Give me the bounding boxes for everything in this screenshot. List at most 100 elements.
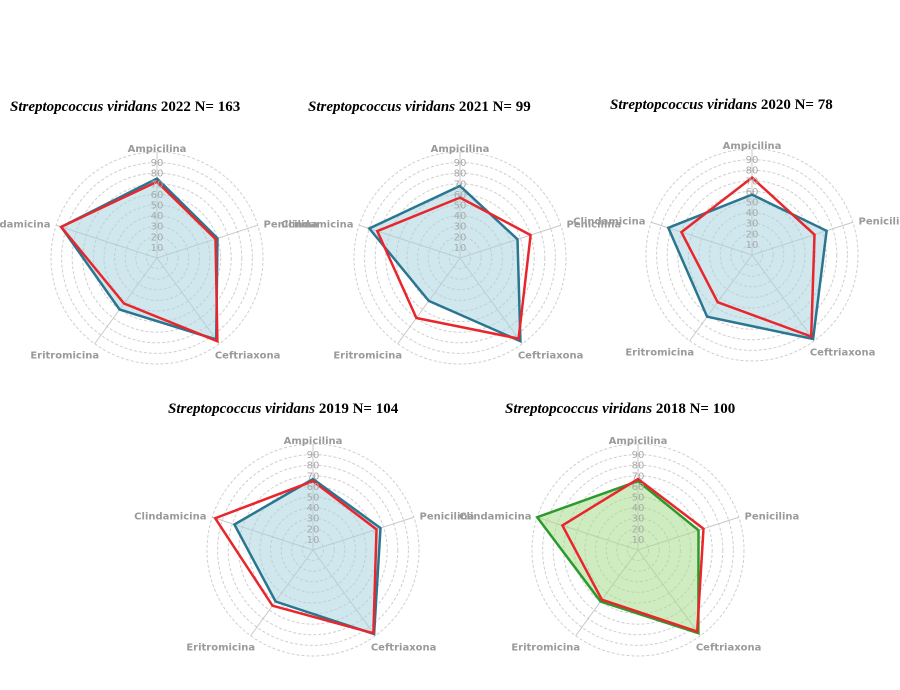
axis-label-ampicilina: Ampicilina bbox=[723, 141, 782, 152]
tick-label-80: 80 bbox=[454, 169, 467, 180]
axis-label-eritromicina: Eritromicina bbox=[511, 643, 580, 654]
axis-label-clindamicina: Clindamicina bbox=[0, 219, 50, 230]
axis-label-ampicilina: Ampicilina bbox=[431, 144, 490, 155]
axis-label-penicilina: Penicilina bbox=[567, 219, 622, 230]
tick-label-90: 90 bbox=[746, 155, 759, 166]
chart-title-year-n: 2020 N= 78 bbox=[757, 97, 833, 113]
axis-label-eritromicina: Eritromicina bbox=[333, 351, 402, 362]
grid-ring-70 bbox=[677, 180, 827, 330]
series-polygon-red bbox=[213, 479, 378, 635]
chart-title-species: Streptopcoccus viridans bbox=[610, 97, 757, 113]
tick-label-60: 60 bbox=[307, 482, 320, 493]
grid-ring-100 bbox=[206, 443, 420, 657]
tick-label-30: 30 bbox=[307, 514, 320, 525]
axis-label-ceftriaxona: Ceftriaxona bbox=[215, 351, 281, 362]
tick-label-40: 40 bbox=[151, 211, 164, 222]
chart-title: Streptopcoccus viridans 2019 N= 104 bbox=[168, 401, 399, 417]
tick-label-40: 40 bbox=[632, 503, 645, 514]
tick-label-20: 20 bbox=[632, 524, 645, 535]
grid-ring-90 bbox=[542, 454, 734, 646]
tick-label-60: 60 bbox=[632, 482, 645, 493]
tick-label-90: 90 bbox=[307, 450, 320, 461]
radar-chart-2: Streptopcoccus viridans 2021 N= 99 102030… bbox=[281, 99, 622, 365]
axis-label-penicilina: Penicilina bbox=[420, 511, 475, 522]
grid-ring-100 bbox=[531, 443, 745, 657]
chart-title: Streptopcoccus viridans 2020 N= 78 bbox=[610, 97, 833, 113]
tick-label-30: 30 bbox=[454, 222, 467, 233]
grid-ring-70 bbox=[385, 183, 535, 333]
radar-chart-3: Streptopcoccus viridans 2020 N= 78 102030… bbox=[573, 97, 900, 362]
axis-label-eritromicina: Eritromicina bbox=[625, 348, 694, 359]
tick-label-80: 80 bbox=[151, 169, 164, 180]
series-polygon-red bbox=[679, 175, 816, 339]
chart-title-year-n: 2018 N= 100 bbox=[652, 401, 735, 417]
chart-title-year-n: 2019 N= 104 bbox=[315, 401, 399, 417]
grid-ring-90 bbox=[61, 162, 253, 354]
tick-label-50: 50 bbox=[454, 201, 467, 212]
tick-label-10: 10 bbox=[307, 535, 320, 546]
chart-title: Streptopcoccus viridans 2021 N= 99 bbox=[308, 99, 531, 115]
tick-label-50: 50 bbox=[746, 198, 759, 209]
axis-label-penicilina: Penicilina bbox=[745, 511, 800, 522]
tick-label-10: 10 bbox=[632, 535, 645, 546]
series-polygon-teal bbox=[367, 184, 522, 344]
axis-label-penicilina: Penicilina bbox=[859, 216, 900, 227]
axis-label-ampicilina: Ampicilina bbox=[609, 436, 668, 447]
tick-label-10: 10 bbox=[454, 243, 467, 254]
chart-title: Streptopcoccus viridans 2022 N= 163 bbox=[10, 99, 240, 115]
axis-label-clindamicina: Clindamicina bbox=[459, 511, 531, 522]
chart-title: Streptopcoccus viridans 2018 N= 100 bbox=[505, 401, 735, 417]
tick-label-40: 40 bbox=[307, 503, 320, 514]
tick-label-60: 60 bbox=[746, 187, 759, 198]
grid-ring-80 bbox=[71, 172, 243, 344]
tick-label-70: 70 bbox=[307, 471, 320, 482]
tick-label-20: 20 bbox=[454, 232, 467, 243]
chart-title-species: Streptopcoccus viridans bbox=[505, 401, 652, 417]
grid-ring-90 bbox=[656, 159, 848, 351]
axis-label-clindamicina: Clindamicina bbox=[281, 219, 353, 230]
chart-title-species: Streptopcoccus viridans bbox=[308, 99, 455, 115]
tick-label-40: 40 bbox=[454, 211, 467, 222]
tick-label-80: 80 bbox=[746, 166, 759, 177]
series-polygon-teal bbox=[666, 193, 828, 341]
tick-label-90: 90 bbox=[454, 158, 467, 169]
axis-label-penicilina: Penicilina bbox=[264, 219, 319, 230]
tick-label-10: 10 bbox=[151, 243, 164, 254]
series-polygon-red bbox=[560, 477, 705, 634]
series-polygon-red bbox=[59, 180, 219, 344]
radar-chart-5: Streptopcoccus viridans 2018 N= 100 10203… bbox=[459, 401, 800, 657]
grid-ring-70 bbox=[238, 475, 388, 625]
grid-ring-80 bbox=[374, 172, 546, 344]
axis-label-ampicilina: Ampicilina bbox=[128, 144, 187, 155]
tick-label-20: 20 bbox=[746, 229, 759, 240]
tick-label-80: 80 bbox=[307, 461, 320, 472]
series-polygon-green bbox=[535, 479, 700, 635]
tick-label-70: 70 bbox=[151, 179, 164, 190]
grid-ring-100 bbox=[50, 151, 264, 365]
tick-label-30: 30 bbox=[746, 219, 759, 230]
radar-chart-4: Streptopcoccus viridans 2019 N= 104 10203… bbox=[134, 401, 475, 657]
tick-label-80: 80 bbox=[632, 461, 645, 472]
tick-label-70: 70 bbox=[746, 176, 759, 187]
axis-label-clindamicina: Clindamicina bbox=[134, 511, 206, 522]
grid-ring-60 bbox=[395, 193, 525, 323]
chart-title-year-n: 2021 N= 99 bbox=[455, 99, 531, 115]
radar-chart-1: Streptopcoccus viridans 2022 N= 163 10203… bbox=[0, 99, 319, 365]
tick-label-50: 50 bbox=[307, 493, 320, 504]
series-polygon-teal bbox=[59, 176, 219, 342]
grid-ring-80 bbox=[552, 464, 724, 636]
tick-label-90: 90 bbox=[151, 158, 164, 169]
tick-label-10: 10 bbox=[746, 240, 759, 251]
tick-label-50: 50 bbox=[632, 493, 645, 504]
tick-label-90: 90 bbox=[632, 450, 645, 461]
axis-label-ceftriaxona: Ceftriaxona bbox=[696, 643, 762, 654]
tick-label-20: 20 bbox=[307, 524, 320, 535]
grid-ring-80 bbox=[227, 464, 399, 636]
axis-label-ceftriaxona: Ceftriaxona bbox=[518, 351, 584, 362]
tick-label-70: 70 bbox=[632, 471, 645, 482]
axis-label-ceftriaxona: Ceftriaxona bbox=[810, 348, 876, 359]
tick-label-60: 60 bbox=[151, 190, 164, 201]
grid-ring-80 bbox=[666, 169, 838, 341]
grid-ring-100 bbox=[645, 148, 859, 362]
tick-label-40: 40 bbox=[746, 208, 759, 219]
